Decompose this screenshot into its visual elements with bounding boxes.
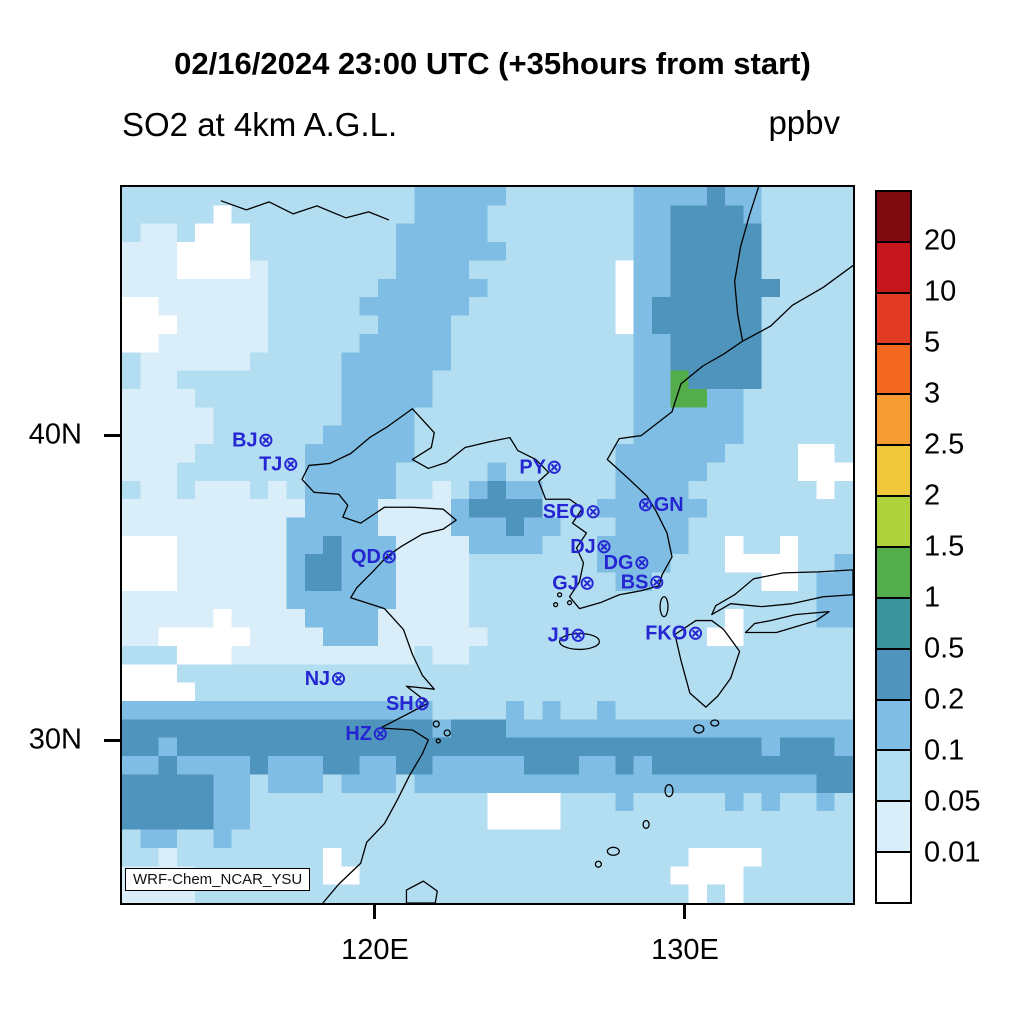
islet-korea-sw <box>552 602 559 608</box>
colorbar-segment <box>877 802 910 854</box>
station-nj: NJ⊗ <box>305 668 347 690</box>
station-markers: BJ⊗TJ⊗ PY⊗ SEO⊗ ⊗GN QD⊗ DJ⊗DG⊗ GJ⊗ BS⊗ JJ⊗ FKO⊗ NJ… <box>232 430 704 745</box>
colorbar-tick-label: 10 <box>924 275 957 308</box>
island-ryukyu <box>594 860 603 868</box>
station-jj: JJ⊗ <box>548 624 587 646</box>
station-tj: TJ⊗ <box>259 453 299 475</box>
island-jeju <box>558 632 601 651</box>
colorbar-tick-label: 2.5 <box>924 428 965 461</box>
so2-concentration-map: BJ⊗TJ⊗ PY⊗ SEO⊗ ⊗GN QD⊗ DJ⊗DG⊗ GJ⊗ BS⊗ JJ⊗ FKO⊗ NJ… <box>122 187 853 903</box>
y-axis-label-30n: 30N <box>28 723 82 756</box>
island-zhoushan <box>435 738 441 744</box>
island-ryukyu <box>664 784 674 798</box>
colorbar-tick-label: 0.5 <box>924 632 965 665</box>
colorbar-tick-label: 0.1 <box>924 734 965 767</box>
station-dg: DG⊗ <box>604 552 650 574</box>
colorbar <box>875 190 912 904</box>
island-ryukyu <box>642 819 650 830</box>
figure-timestamp-title: 02/16/2024 23:00 UTC (+35hours from star… <box>174 46 811 81</box>
colorbar-tick-label: 2 <box>924 479 941 512</box>
coastlines <box>220 187 853 903</box>
border-river-line-ne <box>734 187 760 342</box>
island-zhoushan <box>443 729 451 737</box>
station-bj: BJ⊗ <box>232 430 274 452</box>
colorbar-tick-label: 20 <box>924 224 957 257</box>
x-axis-tick <box>683 905 686 919</box>
colorbar-segment <box>877 395 910 447</box>
model-watermark: WRF-Chem_NCAR_YSU <box>125 868 311 891</box>
coastline-shikoku <box>744 610 830 634</box>
coastline-honshu <box>711 569 853 616</box>
map-plot-area: BJ⊗ TJ⊗ PY⊗ SEO⊗ ⊗GN QD⊗ DJ⊗ DG⊗ GJ⊗ BS⊗ JJ⊗ FKO⊗ NJ… <box>120 185 855 905</box>
concentration-field <box>122 187 853 903</box>
colorbar-tick-label: 0.05 <box>924 785 981 818</box>
colorbar-segment <box>877 497 910 549</box>
colorbar-segment <box>877 446 910 498</box>
colorbar-segment <box>877 751 910 803</box>
colorbar-tick-label: 5 <box>924 326 941 359</box>
station-gn: ⊗GN <box>637 494 683 516</box>
colorbar-tick-label: 0.2 <box>924 683 965 716</box>
island-tsushima <box>659 596 669 618</box>
station-bs: BS⊗ <box>621 572 665 594</box>
colorbar-segment <box>877 598 910 650</box>
island-ryukyu <box>606 846 620 856</box>
station-dj: DJ⊗ <box>570 536 612 558</box>
station-hz: HZ⊗ <box>345 723 388 745</box>
island-ryukyu <box>693 724 705 734</box>
colorbar-labels: 20 10 5 3 2.5 2 1.5 1 0.5 0.2 0.1 0.05 0.01 <box>924 190 1014 904</box>
island-zhoushan <box>432 720 440 728</box>
station-sh: SH⊗ <box>386 693 430 715</box>
x-axis-label-130e: 130E <box>651 934 719 966</box>
coastline-taiwan-north <box>405 880 438 903</box>
station-qd: QD⊗ <box>351 546 397 568</box>
colorbar-segment <box>877 853 910 903</box>
colorbar-tick-label: 1 <box>924 581 941 614</box>
station-py: PY⊗ <box>519 456 562 478</box>
x-axis-label-120e: 120E <box>341 934 409 966</box>
coastline-mainland <box>301 264 853 903</box>
colorbar-segment <box>877 192 910 243</box>
island-ryukyu <box>710 719 720 727</box>
islet-korea-sw <box>566 600 573 606</box>
station-fko: FKO⊗ <box>645 622 704 644</box>
x-axis-tick <box>373 905 376 919</box>
colorbar-segment <box>877 293 910 345</box>
y-axis-label-40n: 40N <box>28 418 82 451</box>
y-axis-tick <box>104 739 120 742</box>
coastline-kyushu <box>674 619 741 708</box>
colorbar-segment <box>877 649 910 701</box>
colorbar-segment <box>877 700 910 752</box>
border-line-northwest <box>220 200 390 221</box>
variable-title: SO2 at 4km A.G.L. <box>122 106 398 143</box>
colorbar-segment <box>877 344 910 396</box>
station-gj: GJ⊗ <box>552 573 595 595</box>
colorbar-tick-label: 0.01 <box>924 836 981 869</box>
islet-korea-sw <box>556 592 563 598</box>
units-label: ppbv <box>768 104 840 141</box>
y-axis-tick <box>104 434 120 437</box>
colorbar-segment <box>877 548 910 599</box>
colorbar-segment <box>877 242 910 294</box>
station-seo: SEO⊗ <box>543 501 602 523</box>
colorbar-tick-label: 1.5 <box>924 530 965 563</box>
colorbar-tick-label: 3 <box>924 377 941 410</box>
